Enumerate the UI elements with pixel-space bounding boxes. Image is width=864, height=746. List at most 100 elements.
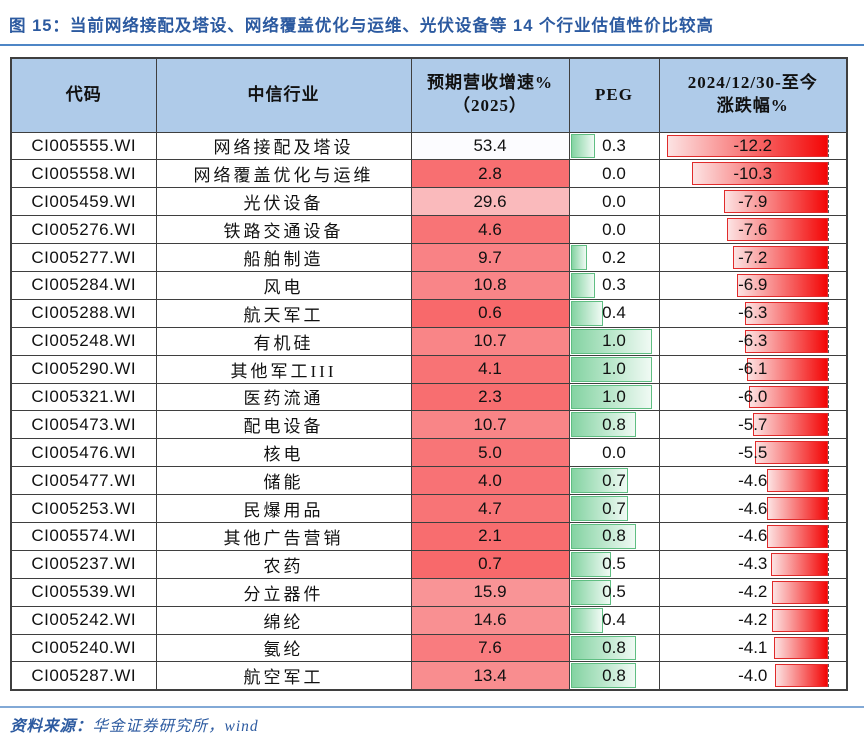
table-row: CI005558.WI 网络覆盖优化与运维 2.8 0.0 -10.3 (10, 159, 848, 189)
industry-cell: 氨纶 (155, 633, 412, 663)
table-header-row: 代码 中信行业 预期营收增速% （2025） PEG 2024/12/30-至今… (10, 57, 848, 133)
table-row: CI005477.WI 储能 4.0 0.7 -4.6 (10, 466, 848, 496)
peg-value: 0.8 (602, 526, 626, 546)
change-cell: -7.2 (658, 243, 848, 272)
peg-cell: 0.4 (568, 605, 660, 635)
peg-value: 0.0 (602, 219, 626, 239)
growth-cell: 10.7 (410, 410, 570, 440)
growth-cell: 5.0 (410, 438, 570, 468)
table-row: CI005277.WI 船舶制造 9.7 0.2 -7.2 (10, 243, 848, 272)
code-cell: CI005473.WI (10, 410, 157, 440)
table-row: CI005290.WI 其他军工III 4.1 1.0 -6.1 (10, 354, 848, 384)
change-bar-axis (661, 636, 830, 660)
peg-cell: 0.3 (568, 270, 660, 300)
change-cell: -7.9 (658, 187, 848, 217)
growth-cell: 2.3 (410, 382, 570, 412)
growth-cell: 2.8 (410, 159, 570, 189)
column-header-code: 代码 (10, 57, 157, 133)
table-body: CI005555.WI 网络接配及塔设 53.4 0.3 -12.2 CI005558.W… (10, 131, 848, 691)
peg-cell: 0.2 (568, 243, 660, 272)
change-bar-axis (661, 580, 830, 604)
peg-cell: 0.8 (568, 410, 660, 440)
growth-cell: 10.8 (410, 270, 570, 300)
industry-cell: 配电设备 (155, 410, 412, 440)
peg-value: 0.5 (602, 554, 626, 574)
change-bar-axis (661, 441, 830, 465)
peg-cell: 0.0 (568, 215, 660, 245)
peg-value: 0.8 (602, 637, 626, 657)
code-cell: CI005555.WI (10, 131, 157, 161)
change-bar-axis (661, 497, 830, 520)
peg-value: 1.0 (602, 331, 626, 351)
change-bar-axis (661, 608, 830, 632)
change-cell: -4.0 (658, 661, 848, 691)
peg-data-bar (570, 272, 596, 298)
change-value: -4.6 (738, 526, 768, 546)
column-header-change: 2024/12/30-至今 涨跌幅% (658, 57, 848, 133)
peg-cell: 0.4 (568, 298, 660, 328)
change-bar-axis (661, 385, 830, 409)
change-data-bar (732, 246, 829, 269)
change-cell: -12.2 (658, 131, 848, 161)
table-row: CI005237.WI 农药 0.7 0.5 -4.3 (10, 549, 848, 579)
peg-data-bar (570, 607, 604, 633)
peg-data-bar (570, 579, 612, 605)
change-cell: -6.9 (658, 270, 848, 300)
change-bar-axis (661, 301, 830, 325)
change-value: -7.9 (738, 191, 768, 211)
change-cell: -4.2 (658, 605, 848, 635)
change-data-bar (727, 218, 829, 242)
table-row: CI005253.WI 民爆用品 4.7 0.7 -4.6 (10, 494, 848, 523)
change-cell: -4.2 (658, 577, 848, 607)
change-bar-axis (661, 552, 830, 576)
peg-data-bar (570, 663, 636, 688)
industry-cell: 绵纶 (155, 605, 412, 635)
growth-cell: 4.1 (410, 354, 570, 384)
change-value: -7.6 (738, 219, 768, 239)
peg-value: 0.0 (602, 442, 626, 462)
industry-cell: 光伏设备 (155, 187, 412, 217)
peg-value: 0.0 (602, 163, 626, 183)
growth-cell: 0.6 (410, 298, 570, 328)
change-bar-axis (661, 134, 830, 158)
peg-data-bar (570, 133, 596, 159)
code-cell: CI005459.WI (10, 187, 157, 217)
change-bar-axis (661, 664, 830, 687)
peg-cell: 0.7 (568, 494, 660, 523)
code-cell: CI005539.WI (10, 577, 157, 607)
source-text: 华金证券研究所，wind (92, 718, 259, 735)
peg-value: 0.2 (602, 247, 626, 267)
industry-cell: 有机硅 (155, 326, 412, 356)
growth-cell: 4.0 (410, 466, 570, 496)
change-cell: -4.6 (658, 466, 848, 496)
growth-cell: 7.6 (410, 633, 570, 663)
table-row: CI005248.WI 有机硅 10.7 1.0 -6.3 (10, 326, 848, 356)
table-row: CI005459.WI 光伏设备 29.6 0.0 -7.9 (10, 187, 848, 217)
change-cell: -4.1 (658, 633, 848, 663)
change-value: -5.5 (738, 442, 768, 462)
change-value: -5.7 (738, 414, 768, 434)
change-cell: -5.5 (658, 438, 848, 468)
change-bar-axis (661, 218, 830, 242)
growth-cell: 0.7 (410, 549, 570, 579)
change-data-bar (752, 413, 829, 437)
growth-cell: 13.4 (410, 661, 570, 691)
industry-cell: 网络接配及塔设 (155, 131, 412, 161)
industry-cell: 储能 (155, 466, 412, 496)
change-data-bar (755, 441, 829, 465)
peg-cell: 0.8 (568, 661, 660, 691)
change-data-bar (748, 385, 829, 409)
change-cell: -6.3 (658, 326, 848, 356)
source-label: 资料来源： (10, 718, 93, 735)
peg-cell: 1.0 (568, 382, 660, 412)
code-cell: CI005321.WI (10, 382, 157, 412)
peg-data-bar (570, 356, 653, 382)
change-value: -4.1 (738, 637, 768, 657)
change-data-bar (772, 580, 829, 604)
change-data-bar (772, 608, 829, 632)
growth-cell: 4.6 (410, 215, 570, 245)
change-cell: -5.7 (658, 410, 848, 440)
peg-cell: 0.0 (568, 187, 660, 217)
industry-cell: 其他广告营销 (155, 521, 412, 551)
change-cell: -10.3 (658, 159, 848, 189)
